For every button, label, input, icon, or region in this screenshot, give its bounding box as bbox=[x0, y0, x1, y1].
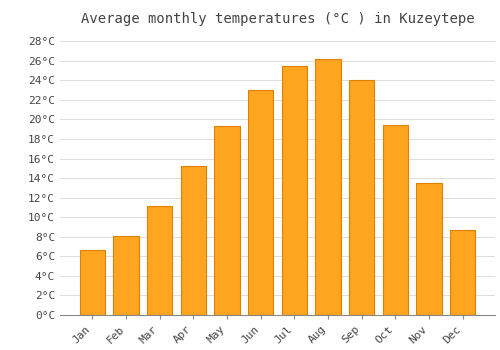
Bar bbox=[248, 90, 274, 315]
Bar bbox=[147, 205, 172, 315]
Bar bbox=[382, 125, 408, 315]
Bar bbox=[316, 59, 340, 315]
Bar bbox=[80, 250, 105, 315]
Bar bbox=[450, 230, 475, 315]
Bar bbox=[214, 126, 240, 315]
Bar bbox=[349, 80, 374, 315]
Bar bbox=[416, 183, 442, 315]
Title: Average monthly temperatures (°C ) in Kuzeytepe: Average monthly temperatures (°C ) in Ku… bbox=[80, 12, 474, 26]
Bar bbox=[114, 236, 138, 315]
Bar bbox=[180, 166, 206, 315]
Bar bbox=[282, 66, 307, 315]
